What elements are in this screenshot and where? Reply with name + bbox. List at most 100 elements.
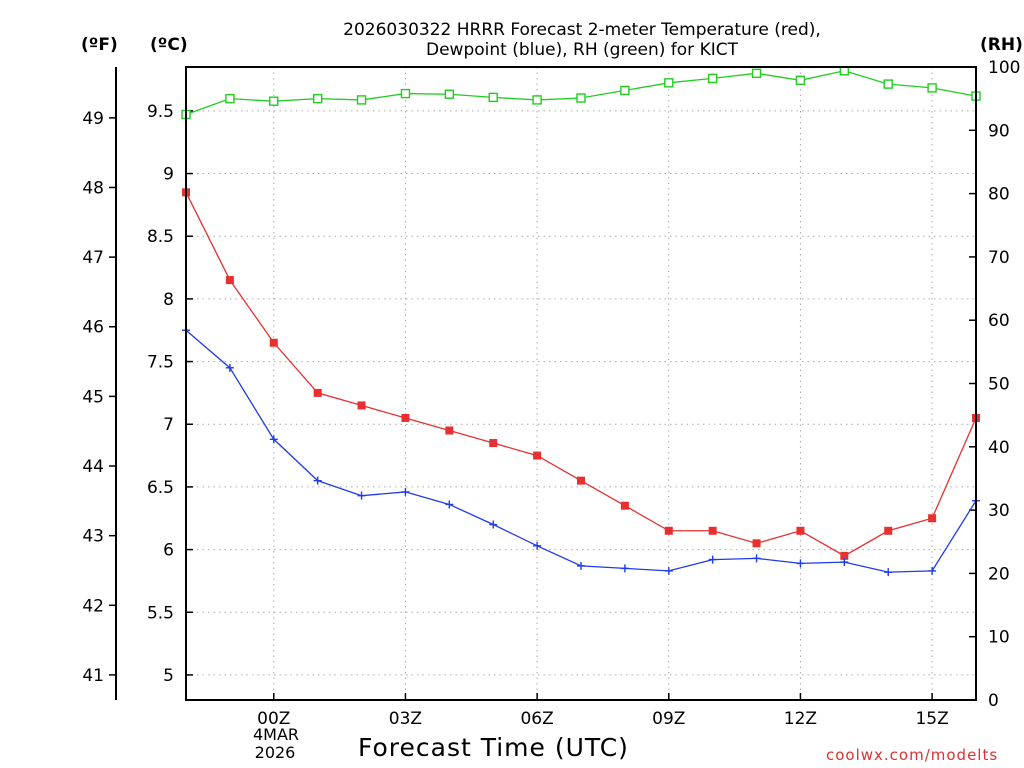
chart-title-line-1: 2026030322 HRRR Forecast 2-meter Tempera…	[343, 20, 821, 40]
rh-tick-label: 30	[988, 501, 1010, 521]
rh-axis: 0 10 20 30 40 50 60 70 80 90 100	[969, 58, 1020, 711]
rh-unit-label: (RH)	[980, 35, 1023, 55]
dewpoint-point	[752, 554, 761, 563]
temperature-point	[620, 501, 629, 510]
temperature-point	[313, 388, 322, 397]
rh-tick-label: 70	[988, 248, 1010, 268]
celsius-tick-label: 8	[163, 290, 174, 310]
x-tick-label: 12Z	[784, 709, 817, 729]
rh-point	[488, 92, 498, 103]
dewpoint-point	[708, 555, 717, 564]
celsius-tick-label: 6.5	[147, 478, 174, 498]
rh-tick-label: 0	[988, 691, 999, 711]
dewpoint-line	[185, 329, 977, 573]
rh-tick-label: 50	[988, 375, 1010, 395]
temperature-point	[533, 451, 542, 460]
celsius-tick-label: 8.5	[147, 227, 174, 247]
temperature-point	[840, 551, 849, 560]
rh-point	[225, 93, 235, 104]
dewpoint-point	[269, 435, 278, 444]
temperature-point	[401, 413, 410, 422]
x-tick-label: 09Z	[652, 709, 685, 729]
rh-point	[664, 78, 674, 88]
dewpoint-point	[313, 476, 322, 485]
series-temperature	[182, 188, 980, 560]
dewpoint-point	[577, 561, 585, 570]
credit-text: coolwx.com/modelts	[826, 746, 999, 764]
rh-tick-label: 10	[988, 628, 1010, 648]
x-tick-label: 00Z	[257, 709, 290, 729]
rh-point	[532, 95, 542, 105]
plot-frame	[185, 66, 977, 701]
celsius-axis: 5 5.5 6 6.5 7 7.5 8 8.5 9 9.5	[147, 102, 193, 686]
dewpoint-point	[489, 520, 498, 529]
rh-line	[185, 70, 977, 116]
rh-point	[312, 93, 323, 104]
dewpoint-point	[225, 363, 234, 372]
dewpoint-point	[840, 558, 849, 567]
x-axis-title: Forecast Time (UTC)	[358, 733, 629, 762]
dewpoint-point	[664, 566, 673, 575]
dewpoint-point	[445, 500, 454, 509]
temperature-point	[269, 338, 278, 347]
temperature-point	[577, 476, 585, 485]
rh-point	[400, 88, 411, 99]
rh-tick-label: 20	[988, 564, 1010, 584]
rh-point	[444, 89, 455, 99]
rh-point	[269, 96, 279, 106]
celsius-tick-label: 9.5	[147, 102, 174, 122]
x-tick-label: 15Z	[915, 709, 948, 729]
rh-point	[707, 73, 718, 84]
fahrenheit-tick-label: 43	[82, 527, 104, 547]
series-rh	[181, 66, 981, 120]
fahrenheit-tick-label: 47	[82, 248, 104, 268]
fahrenheit-tick-label: 41	[82, 666, 104, 686]
celsius-tick-label: 5	[163, 666, 174, 686]
x-tick-label: 06Z	[520, 709, 553, 729]
fahrenheit-axis: 41 42 43 44 45 46 47 48 49	[82, 67, 117, 700]
dewpoint-point	[884, 568, 893, 577]
celsius-tick-label: 5.5	[147, 603, 174, 623]
series-dewpoint	[182, 326, 980, 577]
dewpoint-point	[796, 559, 805, 568]
fahrenheit-tick-label: 49	[82, 109, 104, 129]
rh-point	[751, 68, 762, 79]
temperature-point	[225, 276, 234, 285]
celsius-tick-label: 6	[163, 541, 174, 561]
fahrenheit-tick-label: 48	[82, 178, 104, 198]
x-tick-label: 03Z	[389, 709, 422, 729]
dewpoint-point	[401, 487, 410, 496]
temperature-point	[357, 401, 366, 410]
temperature-point	[796, 526, 805, 535]
rh-tick-label: 100	[988, 58, 1020, 78]
time-axis: 00Z 03Z 06Z 09Z 12Z 15Z	[257, 693, 949, 729]
dewpoint-point	[357, 491, 366, 500]
fahrenheit-unit-label: (ºF)	[81, 35, 118, 55]
chart-title-line-2: Dewpoint (blue), RH (green) for KICT	[426, 40, 738, 60]
fahrenheit-tick-label: 44	[82, 457, 104, 477]
temperature-point	[489, 439, 498, 448]
celsius-tick-label: 7.5	[147, 353, 174, 373]
fahrenheit-tick-label: 42	[82, 596, 104, 616]
dewpoint-point	[533, 541, 542, 550]
dewpoint-point	[928, 566, 937, 575]
dewpoint-point	[620, 564, 629, 573]
rh-point	[576, 93, 586, 103]
rh-tick-label: 80	[988, 185, 1010, 205]
temperature-point	[884, 526, 893, 535]
rh-point	[356, 95, 367, 105]
rh-point	[883, 79, 893, 89]
rh-point	[927, 83, 937, 93]
rh-tick-label: 60	[988, 311, 1010, 331]
fahrenheit-tick-label: 45	[82, 387, 104, 407]
rh-tick-label: 90	[988, 121, 1010, 141]
series-layer	[181, 66, 981, 577]
temperature-point	[708, 526, 717, 535]
temperature-line	[185, 192, 977, 557]
rh-tick-label: 40	[988, 438, 1010, 458]
gridlines	[186, 67, 976, 700]
celsius-unit-label: (ºC)	[150, 35, 188, 55]
celsius-tick-label: 9	[163, 165, 174, 185]
date-label-month: 4MAR	[253, 725, 300, 744]
